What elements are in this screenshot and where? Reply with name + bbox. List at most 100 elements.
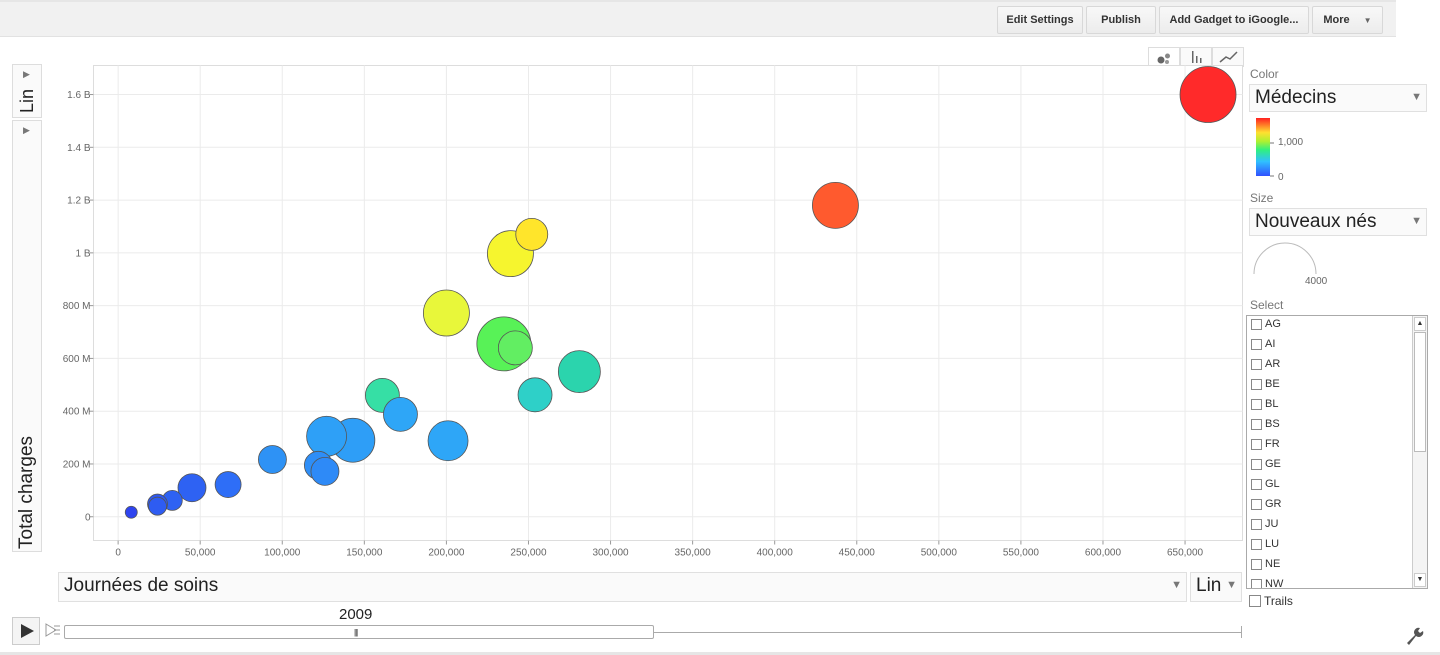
item-checkbox[interactable]	[1251, 438, 1262, 450]
bubble[interactable]	[1179, 66, 1237, 123]
select-list-item[interactable]: BE	[1251, 378, 1280, 398]
line-chart-tab[interactable]	[1212, 47, 1244, 67]
bubble[interactable]	[258, 445, 287, 474]
item-checkbox[interactable]	[1251, 338, 1262, 350]
x-metric-label: Journées de soins	[64, 575, 219, 596]
select-list-item[interactable]: NW	[1251, 578, 1283, 588]
edit-settings-button[interactable]: Edit Settings	[997, 6, 1083, 34]
y-axis-ticks: 0 200 M 400 M 600 M 800 M 1 B 1.2 B 1.4 B 1.6 B	[63, 90, 94, 523]
size-legend-value: 4000	[1305, 276, 1328, 287]
y-tick-label: 600 M	[63, 354, 91, 365]
wrench-icon	[1407, 627, 1424, 645]
item-checkbox[interactable]	[1251, 518, 1262, 530]
item-checkbox[interactable]	[1251, 358, 1262, 370]
item-checkbox[interactable]	[1251, 538, 1262, 550]
trails-toggle[interactable]: Trails	[1249, 593, 1293, 608]
select-list-item[interactable]: BS	[1251, 418, 1280, 438]
x-tick-label: 250,000	[510, 548, 547, 559]
item-checkbox[interactable]	[1251, 378, 1262, 390]
settings-wrench[interactable]	[1400, 622, 1428, 650]
item-checkbox[interactable]	[1251, 318, 1262, 330]
scroll-up-icon[interactable]: ▲	[1414, 317, 1426, 331]
bubble[interactable]	[497, 330, 533, 366]
bubble[interactable]	[306, 415, 347, 457]
item-label: BS	[1265, 418, 1280, 431]
size-metric-selector[interactable]: Nouveaux nés ▼	[1249, 208, 1427, 236]
slider-grip-icon[interactable]: |||	[354, 628, 358, 637]
scroll-down-icon[interactable]: ▼	[1414, 573, 1426, 587]
x-tick-label: 450,000	[839, 548, 876, 559]
bubble-chart-icon	[1157, 53, 1170, 64]
color-section-label: Color	[1250, 67, 1279, 81]
bubble[interactable]	[148, 496, 167, 516]
select-list-item[interactable]: BL	[1251, 398, 1278, 418]
bubble[interactable]	[423, 289, 470, 337]
x-tick-label: 650,000	[1167, 548, 1204, 559]
item-checkbox[interactable]	[1251, 578, 1262, 588]
timeline-slider[interactable]: |||	[64, 625, 654, 639]
select-section-label: Select	[1250, 298, 1284, 312]
select-list-item[interactable]: NE	[1251, 558, 1280, 578]
select-list-item[interactable]: GL	[1251, 478, 1280, 498]
color-legend	[1256, 118, 1274, 177]
select-list-item[interactable]: FR	[1251, 438, 1280, 458]
x-scale-selector[interactable]: Lin ▼	[1190, 572, 1242, 602]
bubble[interactable]	[124, 505, 138, 519]
timeline-year-label: 2009	[339, 606, 373, 623]
chevron-down-icon: ▼	[1171, 579, 1182, 591]
x-metric-selector[interactable]: Journées de soins ▼	[58, 572, 1187, 602]
bubble[interactable]	[515, 217, 549, 251]
select-list-item[interactable]: GE	[1251, 458, 1281, 478]
scroll-thumb[interactable]	[1414, 332, 1426, 452]
bubble[interactable]	[427, 420, 469, 462]
y-tick-label: 1.4 B	[67, 143, 91, 154]
size-section-label: Size	[1250, 191, 1274, 205]
select-list-item[interactable]: AI	[1251, 338, 1275, 358]
trails-checkbox[interactable]	[1249, 594, 1261, 607]
y-tick-label: 1.6 B	[67, 90, 91, 101]
y-scale-selector[interactable]: Lin ▶	[12, 64, 42, 118]
item-checkbox[interactable]	[1251, 418, 1262, 430]
item-label: BL	[1265, 398, 1279, 411]
bar-chart-tab[interactable]	[1180, 47, 1212, 67]
select-list-item[interactable]: JU	[1251, 518, 1278, 538]
publish-button[interactable]: Publish	[1086, 6, 1156, 34]
add-gadget-button[interactable]: Add Gadget to iGoogle...	[1159, 6, 1309, 34]
item-checkbox[interactable]	[1251, 458, 1262, 470]
y-tick-label: 800 M	[63, 301, 91, 312]
item-checkbox[interactable]	[1251, 398, 1262, 410]
chevron-right-icon: ▶	[23, 69, 30, 79]
color-metric-label: Médecins	[1255, 87, 1337, 108]
item-label: GR	[1265, 498, 1282, 511]
item-checkbox[interactable]	[1251, 478, 1262, 490]
bottom-border	[0, 652, 1440, 655]
item-label: AR	[1265, 358, 1281, 371]
playback-speed-icon[interactable]	[44, 622, 62, 638]
item-checkbox[interactable]	[1251, 558, 1262, 570]
list-scrollbar[interactable]: ▲ ▼	[1412, 316, 1427, 588]
bubble[interactable]	[517, 377, 553, 413]
bubble[interactable]	[214, 471, 242, 498]
bubble[interactable]	[310, 456, 340, 486]
select-list-item[interactable]: AG	[1251, 318, 1281, 338]
chevron-down-icon: ▼	[1363, 16, 1372, 25]
x-axis-ticks: 0 50,000 100,000 150,000 200,000 250,000 300,0…	[115, 540, 1204, 559]
select-list-item[interactable]: LU	[1251, 538, 1279, 558]
bubble[interactable]	[557, 350, 601, 394]
x-tick-label: 150,000	[346, 548, 383, 559]
select-list-item[interactable]: AR	[1251, 358, 1280, 378]
bubble[interactable]	[177, 473, 207, 503]
more-button[interactable]: More ▼	[1312, 6, 1383, 34]
item-checkbox[interactable]	[1251, 498, 1262, 510]
y-metric-selector[interactable]: ▶ Total charges	[12, 120, 42, 552]
play-button[interactable]	[12, 617, 40, 645]
color-metric-selector[interactable]: Médecins ▼	[1249, 84, 1427, 112]
bubbles	[124, 66, 1237, 519]
size-legend-icon	[1253, 242, 1317, 275]
bubble[interactable]	[812, 181, 859, 229]
bubble[interactable]	[383, 396, 418, 432]
color-gradient-bar	[1256, 118, 1270, 176]
select-list-item[interactable]: GR	[1251, 498, 1282, 518]
entity-select-list[interactable]: AG AI AR BE BL BS FR GE GL GR JU LU NE NW ▲ ▼	[1246, 315, 1428, 589]
